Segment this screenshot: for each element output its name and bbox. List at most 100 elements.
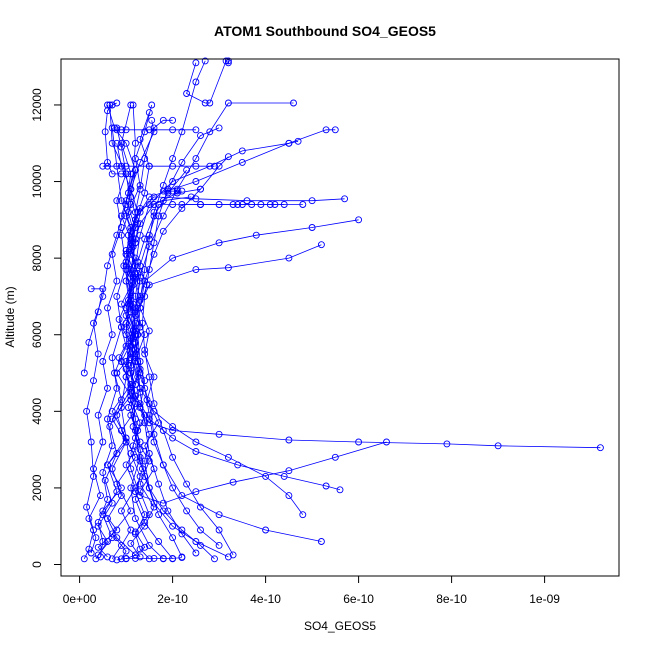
data-point [131,346,139,354]
data-point [150,208,158,216]
data-point [192,488,200,496]
data-point [155,480,163,488]
data-point [155,538,163,545]
data-point [150,438,158,446]
data-point [97,492,104,500]
data-point [129,300,137,308]
profile-line [97,104,139,556]
data-point [141,189,149,197]
data-point [183,166,191,174]
data-point [124,231,132,239]
data-point [101,128,109,136]
data-point [243,197,251,205]
data-point [122,434,130,442]
profile-line [116,557,182,561]
data-point [192,59,200,67]
data-point [197,201,204,208]
data-point [87,438,95,446]
data-point [129,327,137,335]
profile-line [104,102,127,175]
data-point [159,507,167,515]
data-point [173,185,181,193]
data-point [285,492,293,500]
data-point [117,396,125,404]
data-point [136,304,144,312]
data-point [138,319,146,327]
data-point [127,388,135,396]
data-point [113,369,121,377]
data-point [222,57,230,65]
data-point [104,553,111,561]
data-point [183,507,191,515]
data-point [192,549,200,557]
data-point [115,354,123,362]
data-point [117,143,125,151]
data-point [131,434,139,442]
data-point [129,101,137,109]
data-point [94,411,102,419]
data-point [113,126,121,134]
data-point [145,511,153,519]
data-point [169,434,177,442]
data-point [122,266,130,274]
data-point [224,59,232,67]
data-point [134,373,142,381]
data-point [145,541,153,549]
data-point [169,162,177,170]
data-point [141,235,149,243]
data-point [145,484,153,492]
data-point [183,480,191,488]
data-point [169,554,177,562]
data-point [104,415,111,423]
data-point [90,465,97,473]
data-point [117,224,125,231]
data-point [141,331,149,339]
data-point [141,266,149,274]
data-point [169,116,177,124]
data-point [104,107,111,115]
data-point [211,555,218,563]
data-point [138,465,146,473]
data-point [124,296,132,304]
x-tick-label: 6e-10 [343,592,374,606]
data-point [192,438,200,446]
data-point [164,189,172,197]
data-point [131,327,139,335]
data-point [494,442,502,450]
data-point [197,541,204,549]
data-point [122,277,130,285]
data-point [131,166,139,174]
data-point [178,201,186,208]
data-point [117,197,125,205]
data-point [322,482,330,490]
data-point [141,350,149,358]
data-point [108,555,116,563]
data-point [131,139,139,147]
data-point [136,181,144,189]
data-point [192,195,200,203]
data-point [108,250,116,258]
data-point [131,254,139,262]
data-point [285,254,293,262]
data-point [178,554,186,562]
data-point [285,467,293,475]
y-tick-label: 2000 [30,474,44,501]
y-tick-label: 12000 [30,88,44,122]
data-point [285,436,293,444]
data-point [113,526,121,534]
data-point [124,361,132,369]
data-point [136,365,144,373]
data-point [127,266,135,274]
data-point [120,262,128,270]
data-point [131,273,139,281]
data-point [169,178,177,185]
profile-line [120,244,387,504]
data-point [155,212,163,220]
profile-line [125,169,187,560]
data-point [131,235,139,243]
data-point [159,554,167,562]
data-point [383,438,390,446]
data-point [229,551,237,559]
y-tick-label: 8000 [30,244,44,271]
